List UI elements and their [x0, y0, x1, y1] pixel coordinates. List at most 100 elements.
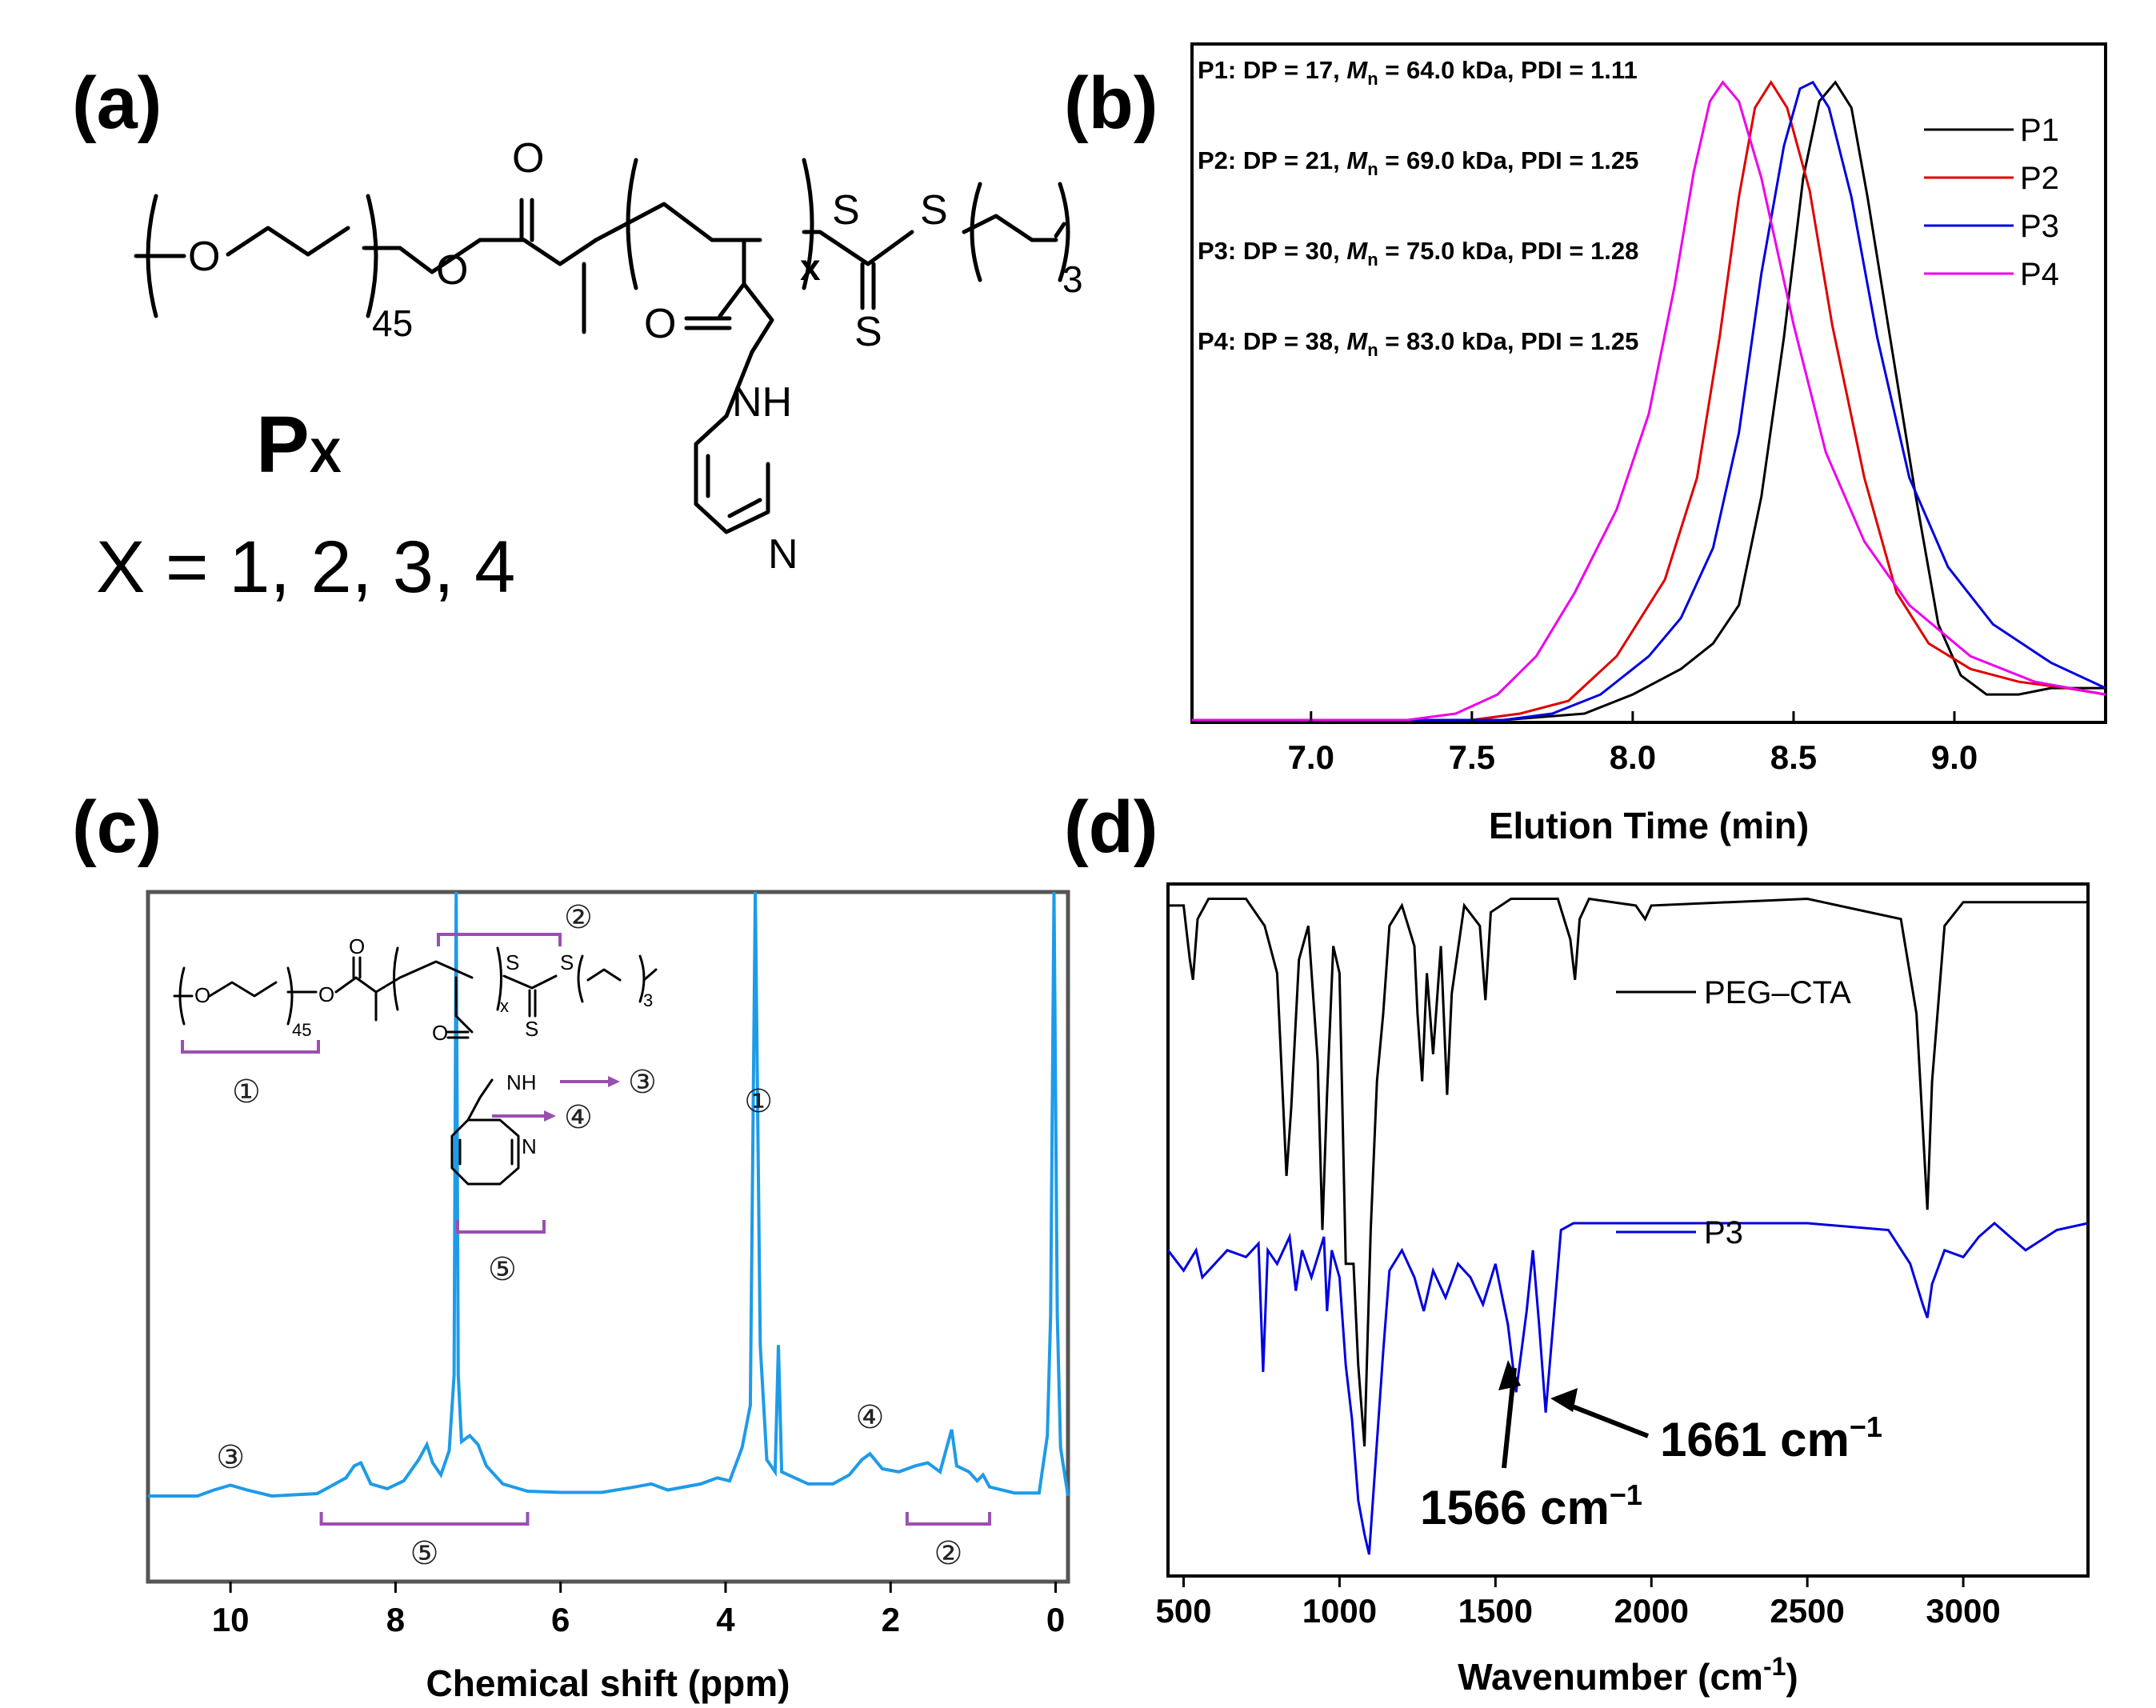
x-tick-label: 6 [551, 1601, 570, 1638]
legend-d: PEG–CTA P3 [1616, 975, 1851, 1250]
range-label: ⑤ [410, 1536, 439, 1571]
atom-s: S [506, 950, 519, 974]
x-tick-label: 8.5 [1770, 738, 1817, 776]
subscript-x: x [800, 246, 821, 288]
atom-o: O [644, 301, 676, 347]
side-chain [454, 976, 474, 1034]
peak-label: ③ [216, 1440, 245, 1475]
bracket-1 [181, 1040, 320, 1054]
backbone [374, 960, 474, 994]
x-axis-ticks-b: 7.0 7.5 8.0 8.5 9.0 [1288, 711, 1978, 776]
atom-o: O [318, 982, 334, 1006]
x-tick-label: 3000 [1926, 1592, 2000, 1630]
x-tick-label: 7.0 [1288, 738, 1334, 776]
atom-o: O [349, 934, 365, 958]
x-tick-label: 4 [716, 1601, 735, 1638]
legend-label-p2: P2 [2020, 161, 2059, 196]
structure-a-text: O O O S S S O NH N 45 x 3 PX X = 1, 2, 3… [96, 135, 1083, 608]
pyridine [450, 1118, 520, 1186]
arrow-1661 [1558, 1399, 1650, 1438]
range-label: ② [934, 1536, 963, 1571]
marker-5: ⑤ [488, 1252, 517, 1287]
peak-annotations-d: 1566 cm−1 1661 cm−1 [1420, 1360, 1882, 1534]
panel-c: 10 8 6 4 2 0 Chemical shift (ppm) ③ ① ④ ⑤ ② [146, 890, 1070, 1704]
x-tick-label: 7.5 [1449, 738, 1495, 776]
bracket-right-peg [366, 194, 378, 318]
x-tick-label: 8 [386, 1601, 405, 1638]
thione-double [860, 262, 876, 310]
pyridine-double [706, 454, 762, 518]
gpc-annotation: P1: DP = 17, Mn = 64.0 kDa, PDI = 1.11 [1198, 56, 1638, 89]
marker-2: ② [564, 900, 593, 935]
peak-annotation-1566: 1566 cm−1 [1420, 1478, 1642, 1534]
ester-chain [362, 238, 482, 274]
bracket-5 [456, 1220, 546, 1234]
atom-o: O [436, 247, 468, 294]
series-line-p4 [1192, 80, 2106, 722]
subscript-3: 3 [643, 990, 653, 1010]
panel-label-b: (b) [1064, 62, 1158, 144]
subscript-45: 45 [292, 1020, 311, 1040]
bracket [496, 946, 502, 1011]
x-tick-label: 10 [212, 1601, 250, 1638]
atom-s: S [525, 1017, 538, 1041]
carbonyl [352, 956, 362, 979]
structure-a [134, 158, 1070, 534]
methylene [466, 1078, 494, 1122]
panel-d: 500 1000 1500 2000 2500 3000 Wavenumber (cm-1… [1155, 882, 2090, 1698]
atom-o: O [512, 135, 544, 182]
ester [334, 976, 378, 994]
atom-s: S [920, 187, 948, 234]
nmr-series [148, 891, 1070, 1498]
gpc-annotation: P2: DP = 21, Mn = 69.0 kDa, PDI = 1.25 [1198, 146, 1638, 179]
x-tick-label: 1000 [1302, 1592, 1377, 1630]
peak-label: ④ [856, 1400, 885, 1435]
gpc-series [1192, 79, 2106, 722]
series-line-nmr [148, 891, 1070, 1498]
x-tick-label: 1500 [1458, 1592, 1533, 1630]
x-axis-ticks-c: 10 8 6 4 2 0 [212, 1582, 1065, 1638]
legend-b: P1 P2 P3 P4 [1924, 113, 2059, 292]
trithiocarbonate [802, 230, 914, 266]
peak-label: ① [744, 1084, 773, 1119]
bracket-right-3 [1058, 182, 1070, 282]
x-tick-label: 0 [1046, 1601, 1065, 1638]
subscript-45: 45 [372, 302, 413, 344]
polymer-name: PX [256, 400, 342, 490]
plot-frame-b [1190, 42, 2107, 724]
legend-label: PEG–CTA [1704, 975, 1851, 1010]
bracket [393, 946, 399, 1011]
ring-double [458, 1138, 514, 1166]
atom-s: S [854, 309, 882, 355]
panel-label-d: (d) [1064, 786, 1158, 868]
range-bracket [319, 1512, 530, 1526]
x-tick-label: 500 [1155, 1592, 1211, 1630]
legend-label: P3 [1704, 1215, 1743, 1250]
peg-chain [226, 226, 350, 257]
amide-nh [742, 282, 774, 354]
gpc-annotations: P1: DP = 17, Mn = 64.0 kDa, PDI = 1.11 P2… [1198, 56, 1638, 360]
arrowhead-1566 [1498, 1360, 1522, 1390]
marker-1: ① [232, 1074, 261, 1110]
legend-label-p4: P4 [2020, 257, 2059, 292]
x-tick-label: 9.0 [1931, 738, 1978, 776]
plot-frame-d [1166, 882, 2090, 1578]
x-axis-title-d: Wavenumber (cm-1) [1458, 1652, 1798, 1698]
atom-nh: NH [506, 1070, 537, 1094]
series-line-p3 [1192, 80, 2106, 722]
panel-b: 7.0 7.5 8.0 8.5 9.0 Elution Time (min) P1: D… [1190, 42, 2107, 846]
structure-c-text: O O O S S S O NH N 45 x 3 ① ② ③ ④ ⑤ [194, 900, 657, 1287]
atom-nh: NH [732, 379, 792, 426]
atom-o: O [194, 983, 210, 1007]
x-values: X = 1, 2, 3, 4 [96, 526, 515, 608]
methylene [724, 350, 754, 418]
bracket-right-x [802, 158, 814, 290]
bracket [286, 966, 294, 1026]
marker-4: ④ [564, 1100, 593, 1135]
legend-label-p1: P1 [2020, 113, 2059, 148]
butyl [962, 214, 1034, 242]
atom-s: S [560, 950, 574, 974]
marker-3: ③ [628, 1065, 657, 1100]
x-tick-label: 2000 [1614, 1592, 1689, 1630]
pyridine-ring [694, 414, 770, 534]
